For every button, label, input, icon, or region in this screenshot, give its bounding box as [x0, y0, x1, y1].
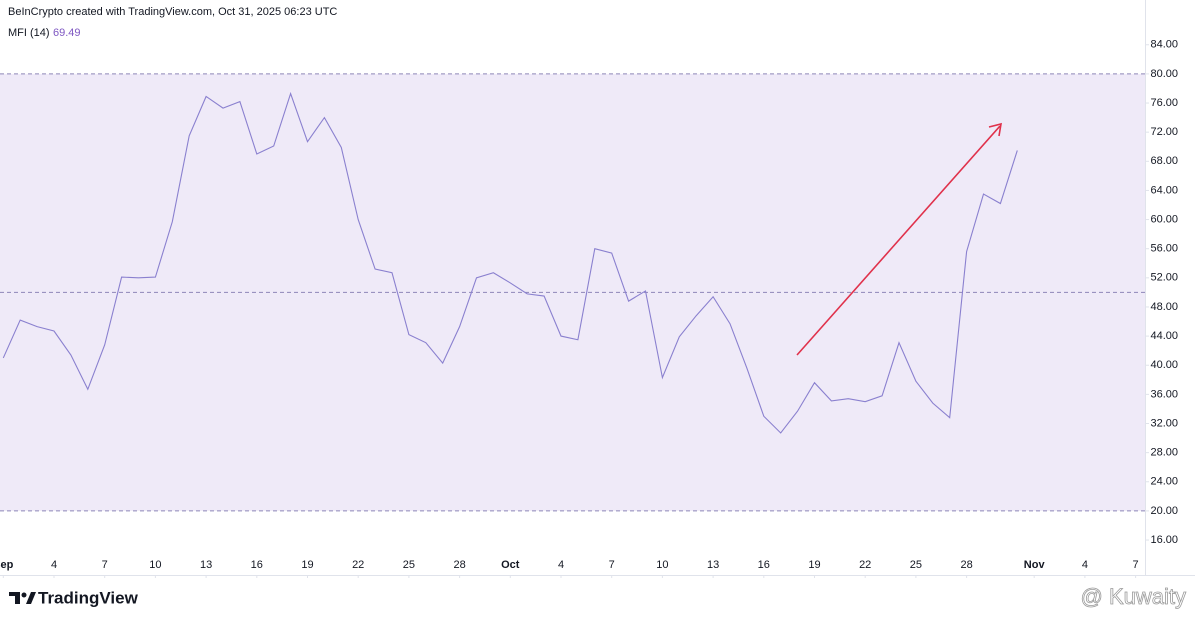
- y-tick-label: 84.00: [1150, 39, 1178, 51]
- y-tick-label: 20.00: [1150, 505, 1178, 517]
- x-tick-label: 28: [453, 559, 465, 571]
- header: BeInCrypto created with TradingView.com,…: [8, 6, 337, 18]
- y-tick-label: 52.00: [1150, 272, 1178, 284]
- x-tick-label: 25: [910, 559, 922, 571]
- x-tick-label: 4: [51, 559, 57, 571]
- legend-name: MFI (14): [8, 27, 50, 39]
- y-tick-label: 40.00: [1150, 359, 1178, 371]
- x-tick-label: 19: [301, 559, 313, 571]
- x-tick-label: 19: [808, 559, 820, 571]
- x-tick-label: 4: [558, 559, 564, 571]
- x-tick-label: 7: [1133, 559, 1139, 571]
- x-tick-label: Nov: [1024, 559, 1046, 571]
- x-tick-label: 7: [609, 559, 615, 571]
- y-tick-label: 44.00: [1150, 330, 1178, 342]
- logo-text: TradingView: [38, 588, 139, 607]
- y-tick-label: 16.00: [1150, 534, 1178, 546]
- x-tick-label: 10: [149, 559, 161, 571]
- y-tick-label: 24.00: [1150, 476, 1178, 488]
- annotation-arrow: [796, 122, 1002, 356]
- watermark: @ Kuwaity: [1081, 584, 1186, 609]
- x-tick-label: 4: [1082, 559, 1088, 571]
- y-tick-label: 76.00: [1150, 97, 1178, 109]
- y-tick-label: 32.00: [1150, 417, 1178, 429]
- x-tick-label: 10: [656, 559, 668, 571]
- x-tick-label: 25: [403, 559, 415, 571]
- tradingview-logo: [9, 592, 36, 604]
- x-tick-label: 22: [859, 559, 871, 571]
- x-tick-label: Oct: [501, 559, 520, 571]
- x-tick-label: 7: [102, 559, 108, 571]
- y-tick-label: 36.00: [1150, 388, 1178, 400]
- y-tick-label: 80.00: [1150, 68, 1178, 80]
- y-tick-label: 60.00: [1150, 213, 1178, 225]
- y-tick-label: 56.00: [1150, 243, 1178, 255]
- y-tick-label: 68.00: [1150, 155, 1178, 167]
- x-tick-label: 13: [707, 559, 719, 571]
- y-tick-label: 28.00: [1150, 447, 1178, 459]
- y-tick-label: 48.00: [1150, 301, 1178, 313]
- y-tick-label: 72.00: [1150, 126, 1178, 138]
- plot-area: [0, 73, 1145, 512]
- x-tick-label: 16: [251, 559, 263, 571]
- x-tick-label: Sep: [0, 559, 14, 571]
- mfi-line: [2, 91, 1018, 434]
- x-tick-label: 22: [352, 559, 364, 571]
- x-tick-label: 13: [200, 559, 212, 571]
- y-tick-label: 64.00: [1150, 184, 1178, 196]
- legend-value: 69.49: [53, 27, 81, 39]
- x-tick-label: 28: [960, 559, 972, 571]
- x-tick-label: 16: [758, 559, 770, 571]
